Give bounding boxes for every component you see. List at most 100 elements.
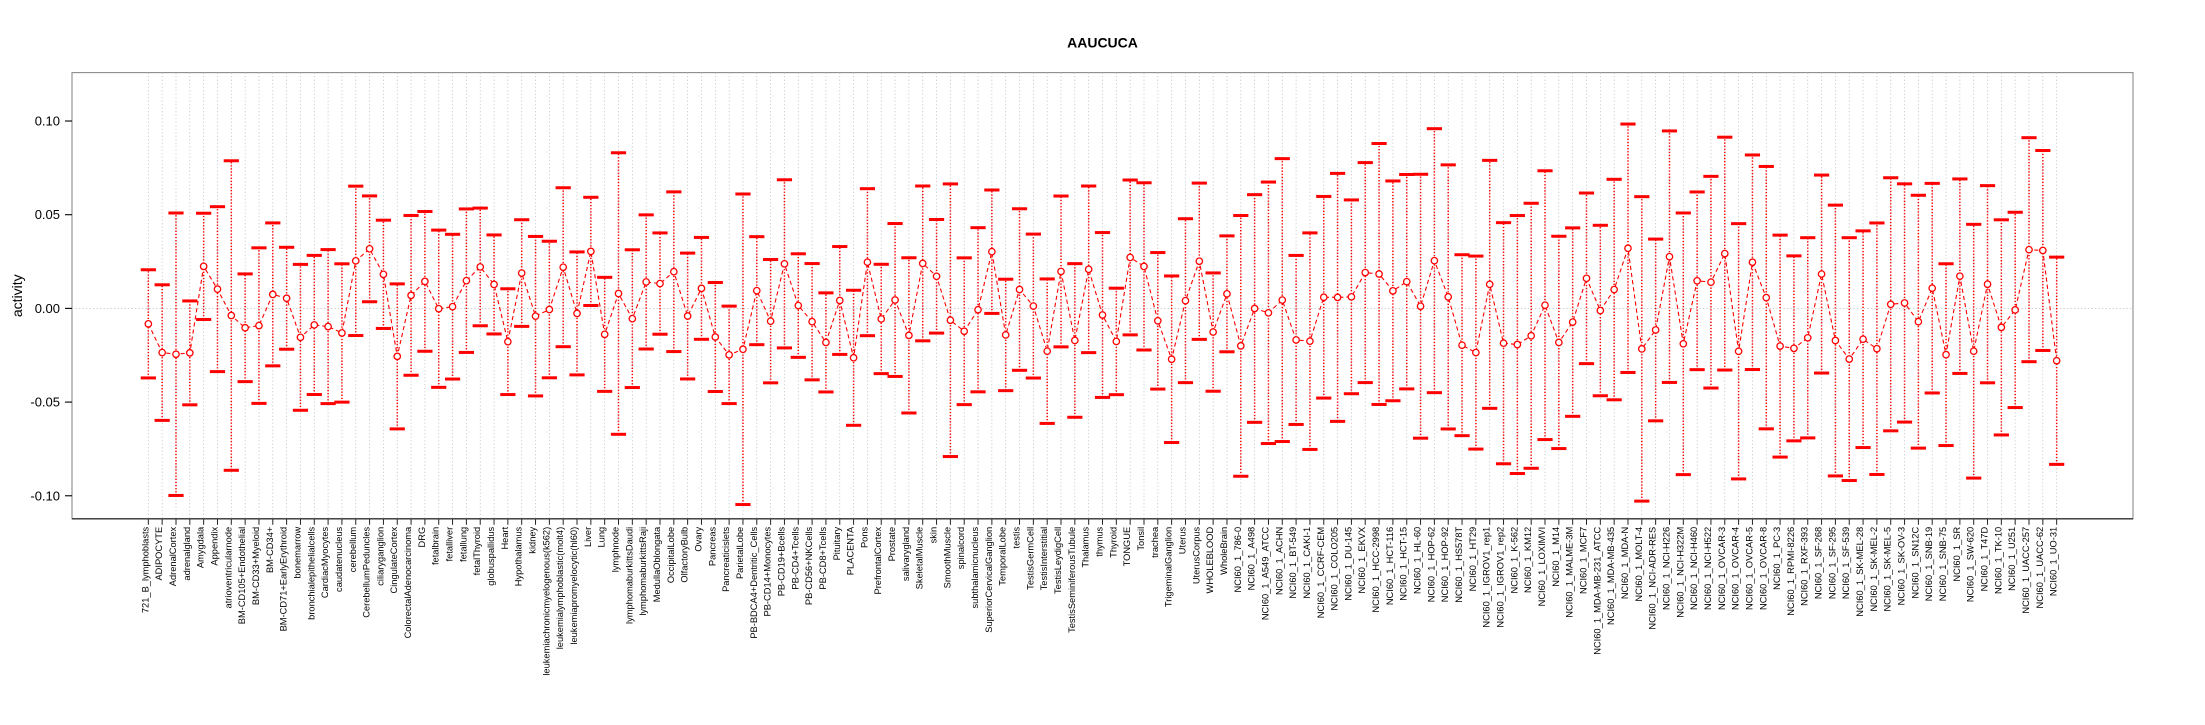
svg-text:NCI60_1_PC-3: NCI60_1_PC-3	[1772, 527, 1782, 590]
svg-text:NCI60_1_HL-60: NCI60_1_HL-60	[1413, 527, 1423, 594]
svg-text:721_B_lymphoblasts: 721_B_lymphoblasts	[140, 526, 150, 613]
svg-text:kidney: kidney	[528, 526, 538, 553]
svg-text:CerebellumPeduncles: CerebellumPeduncles	[362, 526, 372, 617]
svg-text:PB-CD8+Tcells: PB-CD8+Tcells	[818, 526, 828, 589]
svg-text:NCI60_1_A498: NCI60_1_A498	[1247, 527, 1257, 591]
svg-text:PrefrontalCortex: PrefrontalCortex	[873, 526, 883, 594]
svg-text:0.05: 0.05	[35, 207, 60, 222]
svg-text:NCI60_1_SN12C: NCI60_1_SN12C	[1910, 527, 1920, 599]
svg-text:leukemialymphoblastic(molt4): leukemialymphoblastic(molt4)	[555, 527, 565, 649]
svg-text:CingulateCortex: CingulateCortex	[389, 526, 399, 593]
svg-text:NCI60_1_RPMI-8226: NCI60_1_RPMI-8226	[1786, 527, 1796, 616]
svg-text:lymphomaburkittsDaudi: lymphomaburkittsDaudi	[624, 527, 634, 624]
svg-text:Heart: Heart	[500, 526, 510, 549]
svg-text:NCI60_1_SK-MEL-28: NCI60_1_SK-MEL-28	[1855, 527, 1865, 617]
svg-text:WholeBrain: WholeBrain	[1219, 527, 1229, 575]
svg-text:bonemarrow: bonemarrow	[292, 527, 302, 579]
svg-text:Appendix: Appendix	[209, 526, 219, 565]
svg-text:thymus: thymus	[1095, 526, 1105, 556]
svg-text:NCI60_1_NCI-H226: NCI60_1_NCI-H226	[1661, 527, 1671, 610]
svg-text:NCI60_1_OVCAR-8: NCI60_1_OVCAR-8	[1758, 527, 1768, 610]
svg-text:BM-CD105+Endothelial: BM-CD105+Endothelial	[237, 527, 247, 624]
svg-text:leukemiachronicmyelogenous(k56: leukemiachronicmyelogenous(k562)	[541, 527, 551, 676]
svg-text:NCI60_1_UO-31: NCI60_1_UO-31	[2049, 527, 2059, 596]
svg-text:Tonsil: Tonsil	[1136, 527, 1146, 551]
svg-text:TestisSeminiferousTubule: TestisSeminiferousTubule	[1067, 527, 1077, 633]
svg-text:NCI60_1_EKVX: NCI60_1_EKVX	[1357, 527, 1367, 594]
svg-text:NCI60_1_A549_ATCC: NCI60_1_A549_ATCC	[1260, 527, 1270, 621]
svg-text:NCI60_1_MALME-3M: NCI60_1_MALME-3M	[1565, 527, 1575, 618]
svg-text:NCI60_1_ACHN: NCI60_1_ACHN	[1274, 527, 1284, 595]
svg-text:PB-CD19+Bcells: PB-CD19+Bcells	[776, 526, 786, 596]
svg-text:salivarygland: salivarygland	[901, 527, 911, 581]
svg-text:lymphomaburkittsRaji: lymphomaburkittsRaji	[638, 527, 648, 616]
svg-text:NCI60_1_HCC-2998: NCI60_1_HCC-2998	[1371, 527, 1381, 613]
svg-text:spinalcord: spinalcord	[956, 527, 966, 569]
svg-text:BM-CD71+EarlyErythroid: BM-CD71+EarlyErythroid	[279, 527, 289, 632]
svg-text:ParietalLobe: ParietalLobe	[735, 527, 745, 579]
svg-text:fetalThyroid: fetalThyroid	[472, 527, 482, 576]
svg-text:NCI60_1_BT-549: NCI60_1_BT-549	[1288, 527, 1298, 599]
svg-text:NCI60_1_LOXIMVI: NCI60_1_LOXIMVI	[1537, 527, 1547, 607]
svg-text:NCI60_1_OVCAR-3: NCI60_1_OVCAR-3	[1717, 527, 1727, 610]
svg-text:NCI60_1_UACC-62: NCI60_1_UACC-62	[2035, 527, 2045, 609]
svg-text:NCI60_1_NCI-ADR-RES: NCI60_1_NCI-ADR-RES	[1648, 527, 1658, 630]
svg-text:NCI60_1_NCI-H322M: NCI60_1_NCI-H322M	[1675, 527, 1685, 618]
svg-text:skin: skin	[929, 527, 939, 544]
svg-text:atrioventricularnode: atrioventricularnode	[223, 527, 233, 609]
svg-text:BM-CD34+: BM-CD34+	[265, 527, 275, 573]
svg-text:NCI60_1_M14: NCI60_1_M14	[1551, 527, 1561, 587]
svg-text:NCI60_1_SF-295: NCI60_1_SF-295	[1827, 527, 1837, 599]
svg-text:NCI60_1_786-0: NCI60_1_786-0	[1233, 527, 1243, 593]
svg-text:Ovary: Ovary	[693, 526, 703, 551]
svg-text:CardiacMyocytes: CardiacMyocytes	[320, 526, 330, 598]
svg-text:AdrenalCortex: AdrenalCortex	[168, 526, 178, 586]
svg-text:NCI60_1_MDA-MB-435: NCI60_1_MDA-MB-435	[1606, 527, 1616, 625]
svg-text:Amygdala: Amygdala	[196, 526, 206, 568]
svg-text:NCI60_1_MOLT-4: NCI60_1_MOLT-4	[1634, 527, 1644, 602]
svg-text:lymphnode: lymphnode	[611, 527, 621, 572]
svg-text:adrenalgland: adrenalgland	[182, 527, 192, 581]
svg-text:NCI60_1_UACC-257: NCI60_1_UACC-257	[2021, 527, 2031, 614]
svg-text:NCI60_1_OVCAR-5: NCI60_1_OVCAR-5	[1744, 527, 1754, 610]
svg-text:-0.10: -0.10	[30, 488, 60, 503]
svg-text:NCI60_1_COLO205: NCI60_1_COLO205	[1330, 527, 1340, 611]
svg-text:NCI60_1_MCF7: NCI60_1_MCF7	[1579, 527, 1589, 594]
svg-text:PLACENTA: PLACENTA	[846, 526, 856, 575]
svg-text:NCI60_1_DU-145: NCI60_1_DU-145	[1343, 527, 1353, 601]
svg-text:NCI60_1_MDA-N: NCI60_1_MDA-N	[1620, 527, 1630, 599]
svg-text:Uterus: Uterus	[1177, 526, 1187, 554]
svg-text:NCI60_1_U251: NCI60_1_U251	[2007, 527, 2017, 591]
svg-text:NCI60_1_SNB-19: NCI60_1_SNB-19	[1924, 527, 1934, 601]
svg-text:NCI60_1_KM12: NCI60_1_KM12	[1523, 527, 1533, 593]
svg-text:Thyroid: Thyroid	[1108, 527, 1118, 558]
svg-text:NCI60_1_HOP-62: NCI60_1_HOP-62	[1426, 527, 1436, 602]
svg-text:caudatenucleus: caudatenucleus	[334, 526, 344, 591]
svg-text:fetallung: fetallung	[458, 527, 468, 562]
svg-text:Pancreaticislets: Pancreaticislets	[721, 526, 731, 591]
svg-text:NCI60_1_SK-OV-3: NCI60_1_SK-OV-3	[1897, 527, 1907, 606]
svg-text:NCI60_1_HT29: NCI60_1_HT29	[1468, 527, 1478, 592]
svg-text:Liver: Liver	[583, 527, 593, 547]
svg-text:fetalbrain: fetalbrain	[431, 527, 441, 565]
svg-text:NCI60_1_RXF-393: NCI60_1_RXF-393	[1800, 527, 1810, 606]
svg-text:0.10: 0.10	[35, 114, 60, 129]
svg-text:NCI60_1_SR: NCI60_1_SR	[1952, 527, 1962, 582]
svg-text:trachea: trachea	[1150, 526, 1160, 558]
svg-text:NCI60_1_SF-539: NCI60_1_SF-539	[1841, 527, 1851, 599]
svg-text:SuperiorCervicalGanglion: SuperiorCervicalGanglion	[984, 527, 994, 633]
svg-text:fetalliver: fetalliver	[445, 527, 455, 562]
svg-text:NCI60_1_SF-268: NCI60_1_SF-268	[1814, 527, 1824, 599]
svg-text:NCI60_1_HCT-116: NCI60_1_HCT-116	[1385, 527, 1395, 605]
svg-text:AAUCUCA: AAUCUCA	[1067, 35, 1138, 51]
svg-text:Prostate: Prostate	[887, 527, 897, 562]
svg-text:Pituitary: Pituitary	[832, 526, 842, 560]
svg-text:OlfactoryBulb: OlfactoryBulb	[680, 527, 690, 583]
svg-text:UterusCorpus: UterusCorpus	[1191, 526, 1201, 584]
svg-text:PB-CD14+Monocytes: PB-CD14+Monocytes	[763, 526, 773, 616]
svg-text:NCI60_1_OVCAR-4: NCI60_1_OVCAR-4	[1731, 527, 1741, 610]
svg-text:leukemiapromyelocytic(hl60): leukemiapromyelocytic(hl60)	[569, 527, 579, 645]
svg-text:BM-CD33+Myeloid: BM-CD33+Myeloid	[251, 527, 261, 605]
svg-text:DRG: DRG	[417, 527, 427, 548]
svg-text:NCI60_1_K-562: NCI60_1_K-562	[1509, 527, 1519, 594]
